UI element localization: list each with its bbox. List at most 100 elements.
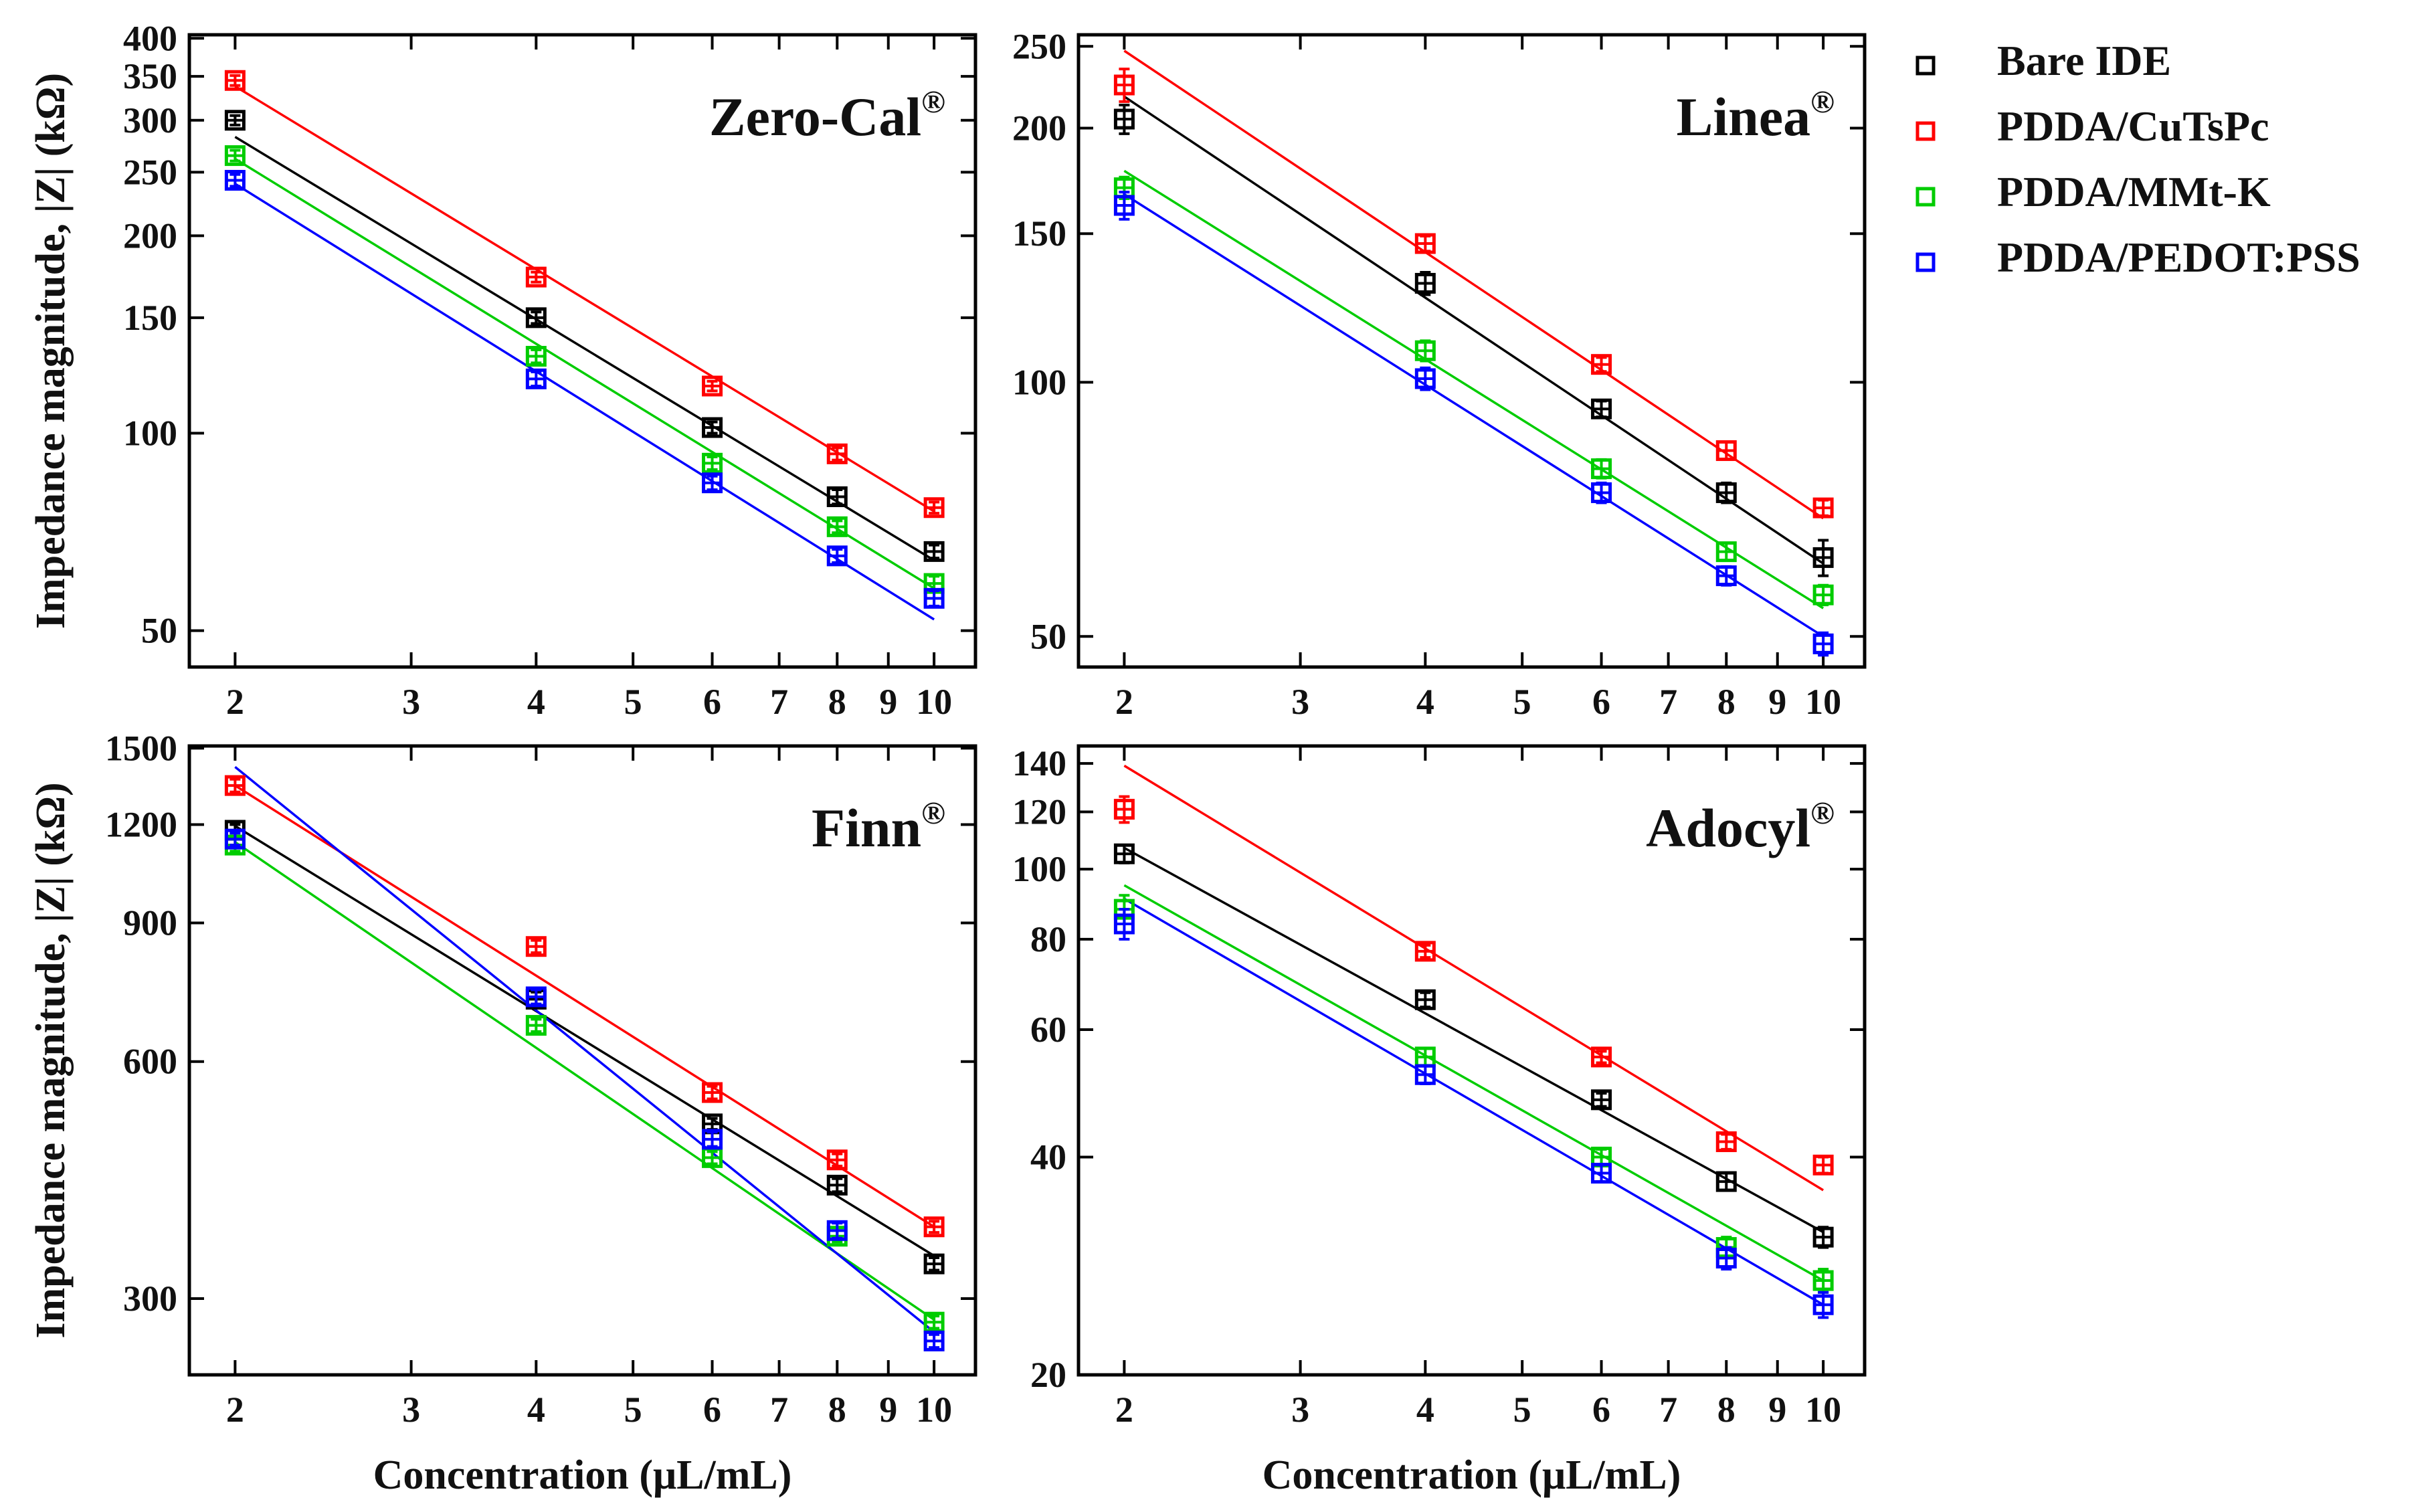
y-tick-label: 60 (1030, 1010, 1066, 1050)
data-point (525, 936, 547, 957)
x-tick-label: 2 (1115, 1390, 1133, 1430)
x-tick-label: 3 (1291, 1390, 1309, 1430)
data-point (702, 1129, 723, 1150)
data-point (1715, 1131, 1737, 1153)
data-point (923, 587, 945, 609)
data-point (923, 1330, 945, 1351)
fit-line-1 (234, 136, 935, 561)
x-tick-label: 7 (770, 1390, 788, 1430)
data-point (702, 452, 723, 474)
x-tick-label: 5 (624, 682, 642, 722)
y-tick-label: 20 (1030, 1355, 1066, 1395)
series-1 (1113, 104, 1834, 577)
data-point (1715, 541, 1737, 563)
x-tick-label: 2 (1115, 682, 1133, 722)
series-3 (1113, 175, 1834, 607)
data-point (1113, 799, 1135, 820)
x-tick-label: 6 (703, 682, 721, 722)
data-point (1414, 368, 1436, 389)
y-tick-label: 150 (123, 298, 177, 338)
x-tick-label: 8 (828, 1390, 846, 1430)
panel-title-mark: ® (1810, 795, 1835, 831)
fit-line-4 (234, 183, 935, 621)
panel-title: Zero-Cal® (709, 84, 945, 147)
data-point (1591, 1046, 1612, 1068)
series-2 (1113, 68, 1834, 518)
data-point (224, 169, 246, 191)
data-point (702, 472, 723, 494)
data-point (1414, 340, 1436, 361)
data-point (923, 1253, 945, 1274)
x-tick-label: 10 (916, 682, 952, 722)
data-point (923, 1216, 945, 1238)
y-tick-label: 600 (123, 1042, 177, 1082)
y-tick-label: 50 (141, 611, 177, 651)
x-tick-label: 7 (770, 682, 788, 722)
x-tick-label: 8 (1717, 1390, 1736, 1430)
fit-line-3 (1123, 169, 1824, 609)
x-tick-label: 5 (1513, 682, 1531, 722)
fit-line-3 (234, 841, 935, 1321)
data-point (826, 545, 848, 567)
x-tick-label: 10 (1805, 682, 1841, 722)
data-point (1414, 1064, 1436, 1085)
y-tick-label: 350 (123, 56, 177, 96)
data-point (1591, 458, 1612, 480)
y-tick-label: 100 (1012, 362, 1066, 402)
y-tick-label: 40 (1030, 1137, 1066, 1177)
y-tick-label: 900 (123, 903, 177, 943)
y-tick-label: 300 (123, 1279, 177, 1319)
panel-title-mark: ® (1810, 84, 1835, 120)
data-point (826, 1149, 848, 1171)
legend-entry-1: Bare IDE (1915, 37, 2171, 84)
x-tick-label: 8 (1717, 682, 1736, 722)
fit-line-2 (234, 784, 935, 1228)
x-tick-label: 4 (527, 1390, 545, 1430)
data-point (1715, 1171, 1737, 1192)
data-point (826, 1174, 848, 1196)
data-point (525, 346, 547, 367)
y-tick-label: 1500 (105, 728, 177, 768)
data-point (923, 497, 945, 518)
data-point (525, 368, 547, 389)
series-1 (224, 110, 945, 562)
x-tick-label: 9 (879, 1390, 897, 1430)
series-2 (224, 775, 945, 1238)
data-point (1812, 633, 1834, 654)
legend-label: Bare IDE (1997, 37, 2171, 84)
legend-marker (1915, 187, 1936, 207)
data-point (1591, 1163, 1612, 1184)
fit-line-2 (234, 85, 935, 512)
data-point (702, 1082, 723, 1103)
data-point (1113, 74, 1135, 96)
y-tick-label: 140 (1012, 743, 1066, 783)
data-point (1591, 354, 1612, 375)
legend-label: PDDA/CuTsPc (1997, 102, 2269, 150)
fit-line-2 (1123, 50, 1824, 520)
panel-2: 2 3 4 5 6 7 8 9 10 50 100 150 200 250 Linea® (1012, 26, 1867, 722)
fit-line-3 (234, 157, 935, 589)
legend-entry-4: PDDA/PEDOT:PSS (1915, 233, 2360, 281)
y-tick-label: 200 (123, 215, 177, 256)
fit-line-1 (1123, 95, 1824, 565)
data-point (702, 375, 723, 397)
data-point (525, 307, 547, 328)
data-point (1715, 482, 1737, 503)
series-1 (224, 820, 945, 1274)
data-point (1414, 272, 1436, 294)
fit-line-1 (234, 825, 935, 1257)
panel-title: Adocyl® (1646, 795, 1835, 858)
y-axis-label: Impedance magnitude, |Z| (kΩ) (28, 73, 74, 629)
data-point (224, 775, 246, 796)
data-point (1414, 989, 1436, 1010)
x-tick-label: 6 (1592, 682, 1610, 722)
data-point (702, 417, 723, 438)
data-point (224, 70, 246, 91)
x-tick-label: 2 (226, 682, 244, 722)
data-point (826, 516, 848, 537)
x-tick-label: 10 (1805, 1390, 1841, 1430)
plot-frame (1076, 33, 1867, 669)
data-point (1715, 565, 1737, 587)
data-point (1591, 398, 1612, 419)
fit-line-4 (234, 766, 935, 1333)
